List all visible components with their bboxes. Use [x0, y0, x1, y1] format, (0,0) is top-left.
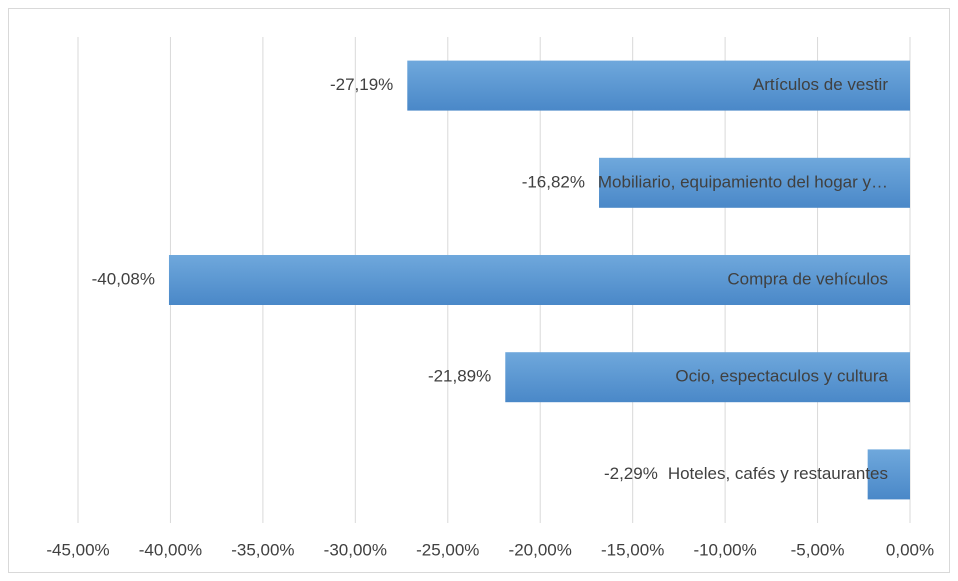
x-tick-label: -15,00%: [601, 540, 664, 559]
x-tick-label: -20,00%: [509, 540, 572, 559]
bar: [867, 449, 910, 500]
value-label: -16,82%: [522, 172, 585, 191]
category-label: Compra de vehículos: [727, 269, 888, 288]
x-tick-label: 0,00%: [886, 540, 934, 559]
category-label: Ocio, espectaculos y cultura: [675, 367, 888, 386]
x-tick-label: -45,00%: [46, 540, 109, 559]
bar: [599, 157, 910, 208]
bar: [505, 352, 910, 403]
x-tick-label: -30,00%: [324, 540, 387, 559]
value-label: -21,89%: [428, 367, 491, 386]
bar: [168, 255, 910, 305]
x-tick-label: -35,00%: [231, 540, 294, 559]
value-label: -40,08%: [92, 269, 155, 288]
x-tick-label: -25,00%: [416, 540, 479, 559]
category-label: Hoteles, cafés y restaurantes: [668, 464, 888, 483]
x-tick-label: -5,00%: [791, 540, 845, 559]
bar: [407, 60, 910, 111]
value-label: -2,29%: [604, 464, 658, 483]
x-tick-label: -10,00%: [693, 540, 756, 559]
value-label: -27,19%: [330, 75, 393, 94]
category-label: Artículos de vestir: [753, 75, 888, 94]
category-label: Mobiliario, equipamiento del hogar y…: [598, 172, 888, 191]
x-tick-label: -40,00%: [139, 540, 202, 559]
